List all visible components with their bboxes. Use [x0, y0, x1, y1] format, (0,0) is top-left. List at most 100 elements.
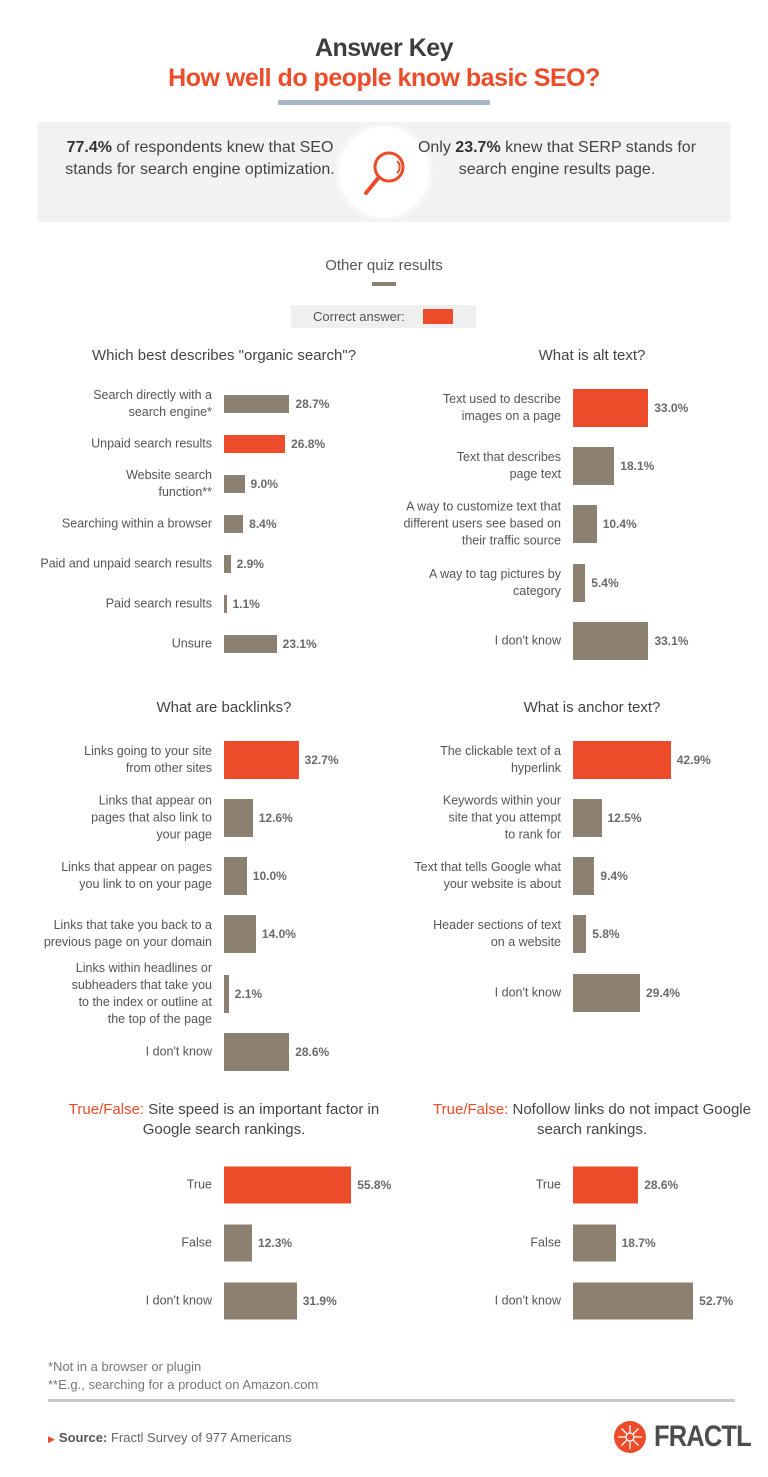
bar-value-label: 2.9% — [236, 557, 264, 571]
chart-question: Which best describes "organic search"? — [91, 347, 357, 364]
chart-title: True/False: Nofollow links do not impact… — [412, 1100, 768, 1140]
bar-label: I don't know — [494, 633, 561, 648]
bar-label: Unsure — [171, 636, 212, 651]
section-divider — [372, 282, 396, 286]
bar-label: I don't know — [145, 1293, 212, 1308]
bar-value-label: 5.4% — [591, 576, 619, 590]
bar-correct — [224, 1166, 352, 1204]
chart-title: What is alt text? — [412, 346, 768, 366]
true-false-prefix: True/False: — [433, 1101, 509, 1118]
bar-value-label: 28.6% — [295, 1045, 330, 1059]
bar-value-label: 29.4% — [646, 986, 681, 1000]
bar-label: Text that tells Google what your website… — [414, 860, 561, 891]
bar — [224, 1033, 290, 1071]
bar-label: Links within headlines or subheaders tha… — [71, 961, 212, 1026]
legend-swatch — [423, 309, 453, 324]
bar — [224, 857, 247, 895]
chart-title: Which best describes "organic search"? — [44, 346, 404, 366]
bar — [224, 595, 227, 613]
magnifying-glass-icon — [339, 127, 429, 217]
bar — [573, 857, 595, 895]
bar — [573, 1224, 616, 1262]
bar-label: I don't know — [145, 1044, 212, 1059]
fractl-logo-icon — [614, 1421, 646, 1453]
legend-label: Correct answer: — [313, 309, 405, 324]
stat-seo: 77.4% of respondents knew that SEO stand… — [55, 137, 345, 181]
bar-label: True — [535, 1177, 561, 1192]
bar-label: Paid and unpaid search results — [40, 556, 212, 571]
bar-value-label: 14.0% — [261, 927, 296, 941]
bar-label: A way to customize text that different u… — [403, 499, 561, 548]
bar-value-label: 26.8% — [291, 437, 326, 451]
bar-label: Links going to your site from other site… — [84, 744, 212, 775]
bar-value-label: 33.1% — [654, 634, 689, 648]
bar-correct — [224, 741, 299, 779]
bar — [224, 635, 277, 653]
stat-seo-value: 77.4% — [66, 139, 112, 156]
source: ▶ Source: Fractl Survey of 977 Americans — [48, 1430, 292, 1445]
chart-question: Site speed is an important factor in Goo… — [142, 1101, 380, 1138]
stat-serp-text: knew that SERP stands for search engine … — [458, 139, 697, 178]
bar-value-label: 23.1% — [282, 637, 317, 651]
bar-value-label: 42.9% — [676, 753, 711, 767]
bar-value-label: 2.1% — [234, 987, 263, 1001]
bar-label: I don't know — [494, 1293, 561, 1308]
bar — [224, 555, 231, 573]
bar-label: True — [186, 1177, 212, 1192]
bar-label: Links that appear on pages you link to o… — [61, 860, 212, 891]
bar-label: Text that describes page text — [456, 450, 561, 481]
logo-text: FRACTL — [654, 1420, 752, 1453]
bar-value-label: 9.4% — [600, 869, 628, 883]
bar-value-label: 10.0% — [252, 869, 287, 883]
bar-value-label: 18.1% — [620, 459, 655, 473]
page-subtitle: How well do people know basic SEO? — [168, 64, 600, 92]
bar-label: Searching within a browser — [61, 516, 212, 531]
bar-value-label: 33.0% — [654, 401, 689, 415]
bar — [573, 447, 615, 485]
bar — [573, 974, 641, 1012]
bar-value-label: 12.3% — [258, 1236, 293, 1250]
bar — [224, 515, 244, 533]
bar-correct — [573, 389, 649, 427]
bar-correct — [573, 1166, 639, 1204]
bar — [224, 395, 290, 413]
arrow-icon: ▶ — [48, 1434, 55, 1444]
bar — [573, 505, 597, 543]
bar-label: A way to tag pictures by category — [428, 567, 561, 598]
title-underline — [278, 100, 490, 105]
chart-question: Nofollow links do not impact Google sear… — [508, 1101, 751, 1138]
bar-value-label: 28.6% — [644, 1178, 679, 1192]
bar-label: The clickable text of a hyperlink — [440, 744, 561, 775]
bar-label: False — [181, 1235, 212, 1250]
bar-value-label: 1.1% — [232, 597, 260, 611]
bar-label: Search directly with a search engine* — [93, 388, 212, 419]
bar-label: I don't know — [494, 985, 561, 1000]
chart-question: What is anchor text? — [523, 699, 661, 716]
bar-value-label: 32.7% — [304, 753, 339, 767]
chart-title: What is anchor text? — [412, 698, 768, 718]
bar-value-label: 52.7% — [699, 1294, 734, 1308]
bar-label: Links that appear on pages that also lin… — [91, 793, 212, 842]
footer-divider — [48, 1399, 735, 1402]
bar — [573, 799, 602, 837]
bar-label: Website search function** — [126, 468, 212, 499]
bar-value-label: 28.7% — [295, 397, 330, 411]
bar — [224, 1224, 253, 1262]
bar-value-label: 55.8% — [357, 1178, 392, 1192]
bar — [573, 1282, 694, 1320]
bar-label: Header sections of text on a website — [433, 918, 561, 949]
footnote: **E.g., searching for a product on Amazo… — [48, 1377, 319, 1392]
section-title: Other quiz results — [325, 257, 443, 274]
chart-question: What are backlinks? — [156, 699, 292, 716]
stat-seo-text: of respondents knew that SEO stands for … — [65, 139, 335, 178]
source-text: Fractl Survey of 977 Americans — [107, 1430, 292, 1445]
stat-serp: Only 23.7% knew that SERP stands for sea… — [412, 137, 702, 181]
stat-serp-prefix: Only — [417, 139, 456, 156]
bar — [224, 799, 253, 837]
legend: Correct answer: — [291, 305, 476, 328]
bar — [573, 564, 586, 602]
bar-label: Keywords within your site that you attem… — [442, 793, 561, 842]
bar-label: Paid search results — [105, 596, 212, 611]
bar-value-label: 5.8% — [592, 927, 620, 941]
footnote: *Not in a browser or plugin — [48, 1359, 202, 1374]
